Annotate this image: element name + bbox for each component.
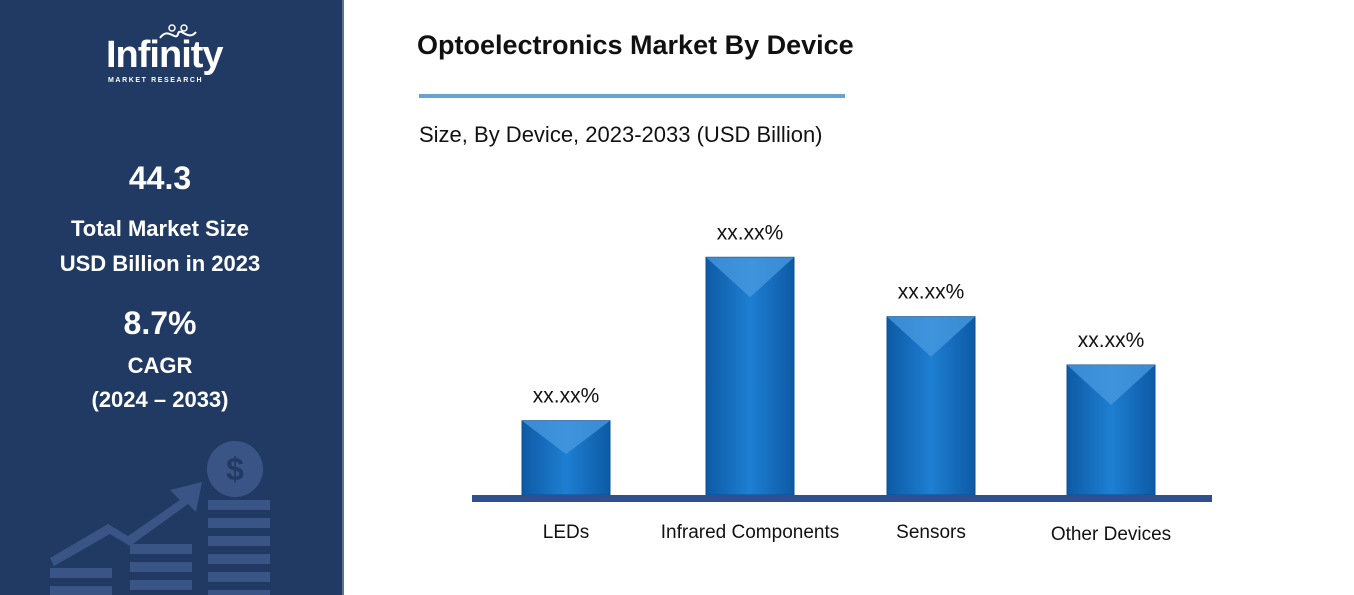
bar-highlight: [706, 257, 794, 298]
data-label: xx.xx%: [533, 385, 600, 408]
chart-subtitle: Size, By Device, 2023-2033 (USD Billion): [419, 122, 823, 147]
logo-subtitle: MARKET RESEARCH: [108, 77, 204, 84]
bar-highlight: [887, 316, 975, 357]
data-label: xx.xx%: [898, 281, 965, 304]
market-size-label-2: USD Billion in 2023: [59, 251, 261, 276]
category-label: Sensors: [896, 522, 966, 543]
sidebar-panel: Infinity MARKET RESEARCH 44.3 Total Mark…: [0, 0, 344, 595]
cagr-value: 8.7%: [123, 305, 197, 341]
market-size-label-1: Total Market Size: [70, 216, 250, 241]
growth-decoration-icon: $: [50, 441, 270, 595]
category-label: Infrared Components: [661, 522, 840, 543]
brand-logo: Infinity MARKET RESEARCH: [100, 22, 245, 92]
data-label: xx.xx%: [1078, 329, 1145, 352]
logo-mark-icon: [159, 24, 197, 39]
svg-text:$: $: [226, 451, 244, 487]
cagr-period: (2024 – 2033): [91, 387, 229, 412]
bar-highlight: [522, 420, 610, 455]
logo-wordmark: Infinity: [106, 34, 224, 76]
bar-highlight: [1067, 365, 1155, 405]
x-axis-baseline: [472, 495, 1212, 502]
category-label: LEDs: [543, 522, 589, 543]
category-label: Other Devices: [1051, 524, 1171, 545]
title-underline: [419, 94, 845, 98]
cagr-label: CAGR: [127, 353, 193, 378]
market-size-value: 44.3: [128, 160, 192, 196]
chart-title: Optoelectronics Market By Device: [417, 30, 854, 60]
data-label: xx.xx%: [717, 221, 784, 244]
